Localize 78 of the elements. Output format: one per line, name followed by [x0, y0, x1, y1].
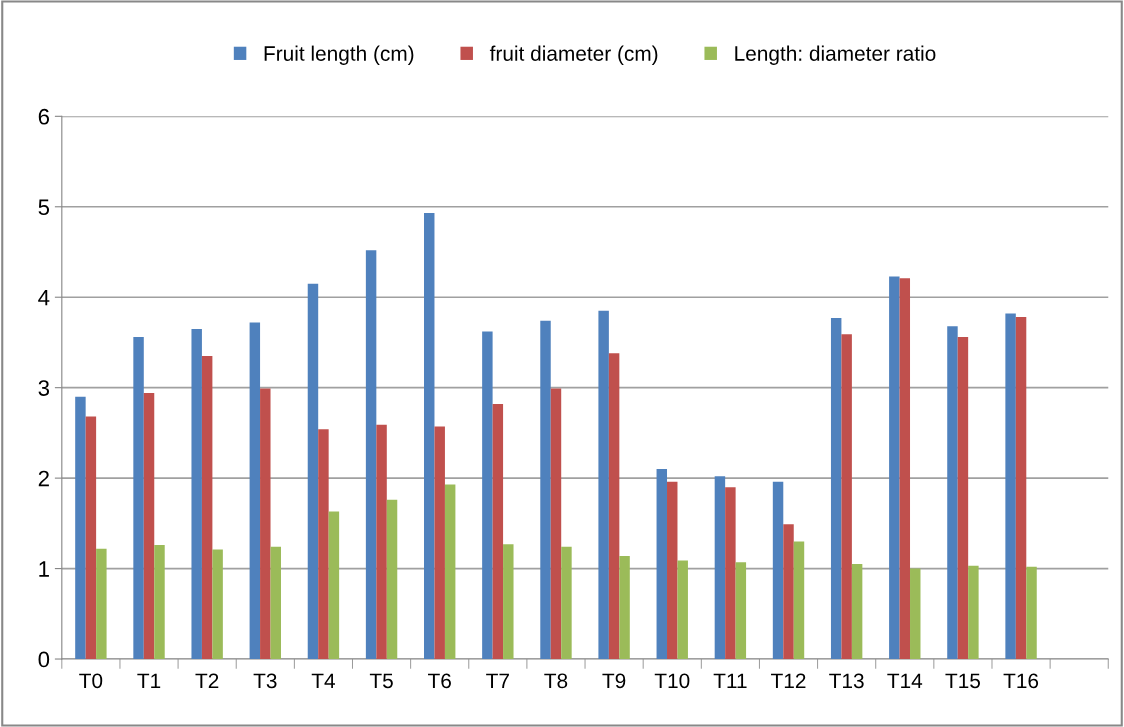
x-tick-label: T6 — [428, 673, 451, 689]
y-tick-label: 1 — [39, 561, 49, 577]
bar — [96, 548, 107, 660]
bar — [376, 424, 387, 660]
x-tick-label: T10 — [654, 673, 690, 689]
x-tick-label: T5 — [369, 673, 393, 689]
bar — [714, 476, 726, 660]
bar — [212, 549, 223, 660]
bar — [598, 310, 609, 660]
y-tick-label: 0 — [38, 651, 50, 668]
x-tick-label: T12 — [771, 673, 806, 689]
bar — [550, 388, 562, 660]
bar — [1015, 317, 1027, 660]
bar — [191, 328, 202, 660]
bar — [386, 499, 398, 660]
x-tick-label: T13 — [829, 673, 864, 689]
x-tick-label: T15 — [945, 673, 980, 689]
x-tick-label: T4 — [311, 673, 335, 689]
bar — [677, 560, 688, 660]
bar — [851, 564, 863, 660]
bar — [434, 426, 445, 660]
y-tick-label: 3 — [38, 380, 50, 396]
bar — [85, 416, 97, 660]
legend-label: Fruit length (cm) — [264, 45, 414, 66]
bar — [957, 337, 969, 660]
bar — [830, 318, 842, 660]
bar — [143, 393, 155, 660]
bar — [1005, 313, 1016, 660]
legend-label: Length: diameter ratio — [735, 45, 936, 66]
x-tick-label: T9 — [602, 673, 626, 689]
y-tick-label: 6 — [38, 108, 50, 125]
bar — [783, 524, 794, 660]
bar — [793, 541, 805, 660]
y-tick-label: 2 — [38, 470, 49, 487]
bar — [444, 484, 456, 660]
bar — [201, 356, 213, 660]
bar — [75, 396, 86, 660]
bar — [307, 283, 319, 660]
x-tick-label: T7 — [486, 673, 509, 689]
bar — [910, 568, 921, 660]
bar — [270, 546, 281, 660]
bar — [735, 562, 747, 660]
bar — [561, 546, 572, 660]
x-tick-label: T11 — [713, 673, 747, 689]
bar — [365, 250, 377, 660]
bar — [608, 353, 620, 660]
bar — [1026, 566, 1037, 660]
bar — [667, 481, 678, 660]
bar — [492, 403, 504, 660]
bar — [328, 511, 340, 660]
bar — [772, 481, 784, 660]
bar — [968, 565, 979, 660]
bar — [249, 322, 261, 660]
bar — [482, 331, 493, 660]
bar — [503, 544, 514, 660]
x-tick-label: T8 — [544, 673, 568, 689]
x-tick-label: T2 — [195, 673, 219, 689]
bar — [725, 487, 736, 660]
legend-label: fruit diameter (cm) — [489, 45, 658, 65]
bar — [899, 278, 911, 660]
x-tick-label: T1 — [137, 673, 161, 689]
x-tick-label: T14 — [887, 673, 923, 689]
x-tick-label: T3 — [253, 673, 277, 689]
bar — [841, 334, 852, 660]
x-tick-label: T0 — [79, 673, 103, 689]
x-tick-label: T16 — [1003, 673, 1039, 689]
bar — [318, 429, 329, 660]
bar — [133, 337, 144, 660]
bar — [656, 469, 668, 660]
bar — [947, 326, 958, 660]
y-tick-label: 4 — [38, 289, 50, 306]
y-tick-label: 5 — [38, 199, 50, 216]
bar — [424, 213, 435, 660]
bar — [619, 555, 630, 660]
bar — [540, 320, 551, 660]
bar — [889, 276, 900, 660]
bar — [260, 388, 271, 660]
bar — [154, 545, 165, 660]
